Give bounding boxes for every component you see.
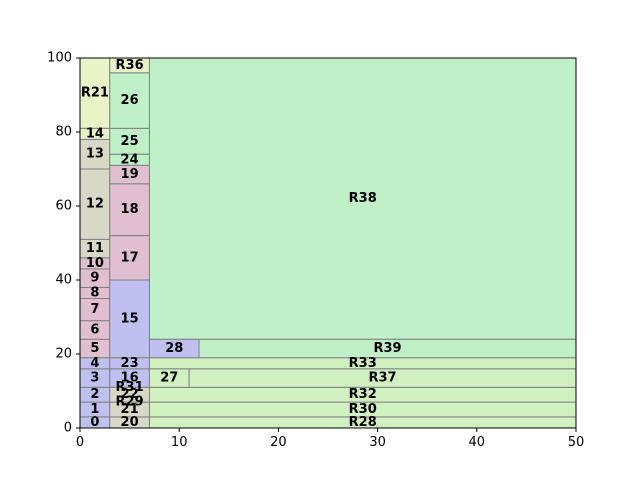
cell-label-14: 14: [86, 126, 104, 141]
cell-label-r32: R32: [349, 387, 377, 402]
x-tick-label: 0: [76, 435, 84, 450]
cell-label-4: 4: [90, 356, 99, 371]
cell-label-6: 6: [90, 322, 99, 337]
x-tick-label: 20: [270, 435, 287, 450]
cell-label-15: 15: [121, 311, 139, 326]
treemap-cell-17: [109, 235, 150, 281]
cell-label-26: 26: [121, 93, 139, 108]
cell-label-7: 7: [90, 302, 99, 317]
cell-label-28: 28: [165, 341, 183, 356]
y-tick-label: 0: [64, 421, 72, 436]
cell-label-25: 25: [121, 134, 139, 149]
cell-label-16: 16: [121, 371, 139, 386]
y-tick-label: 80: [55, 125, 72, 140]
cell-label-19: 19: [121, 167, 139, 182]
cell-label-13: 13: [86, 147, 104, 162]
cell-label-r39: R39: [373, 341, 401, 356]
rect-layer: [79, 57, 577, 429]
cell-label-1: 1: [90, 402, 99, 417]
cell-label-0: 0: [90, 415, 99, 430]
x-tick-label: 10: [171, 435, 188, 450]
x-tick-label: 40: [469, 435, 486, 450]
cell-label-3: 3: [90, 371, 99, 386]
cell-label-8: 8: [90, 285, 99, 300]
treemap-cell-12: [79, 168, 111, 240]
cell-label-27: 27: [160, 371, 178, 386]
y-tick-label: 100: [47, 51, 72, 66]
cell-label-9: 9: [90, 271, 99, 286]
x-tick-label: 30: [369, 435, 386, 450]
y-tick-label: 40: [55, 273, 72, 288]
cell-label-r21: R21: [81, 86, 109, 101]
cell-label-21: 21: [121, 402, 139, 417]
treemap-cell-15: [109, 279, 150, 359]
cell-label-24: 24: [121, 152, 139, 167]
cell-label-10: 10: [86, 256, 104, 271]
label-layer: 01234567891011121314R2120212216231517181…: [81, 58, 402, 430]
plot-frame: [79, 57, 577, 429]
cell-label-5: 5: [90, 341, 99, 356]
cell-label-12: 12: [86, 197, 104, 212]
cell-label-20: 20: [121, 415, 139, 430]
cell-label-11: 11: [86, 241, 104, 256]
y-tick-label: 60: [55, 199, 72, 214]
cell-label-r33: R33: [349, 356, 377, 371]
cell-label-23: 23: [121, 356, 139, 371]
cell-label-18: 18: [121, 202, 139, 217]
cell-label-r36: R36: [116, 58, 144, 73]
cell-label-r38: R38: [349, 191, 377, 206]
cell-label-17: 17: [121, 250, 139, 265]
cell-label-r29: R29: [116, 395, 144, 410]
treemap-cell-r38: [148, 57, 577, 340]
y-tick-label: 20: [55, 347, 72, 362]
cell-label-r31: R31: [116, 380, 144, 395]
cell-label-22: 22: [121, 387, 139, 402]
cell-label-2: 2: [90, 387, 99, 402]
x-tick-label: 50: [568, 435, 585, 450]
cell-label-r30: R30: [349, 402, 377, 417]
cell-label-r28: R28: [349, 415, 377, 430]
cell-label-r37: R37: [369, 371, 397, 386]
